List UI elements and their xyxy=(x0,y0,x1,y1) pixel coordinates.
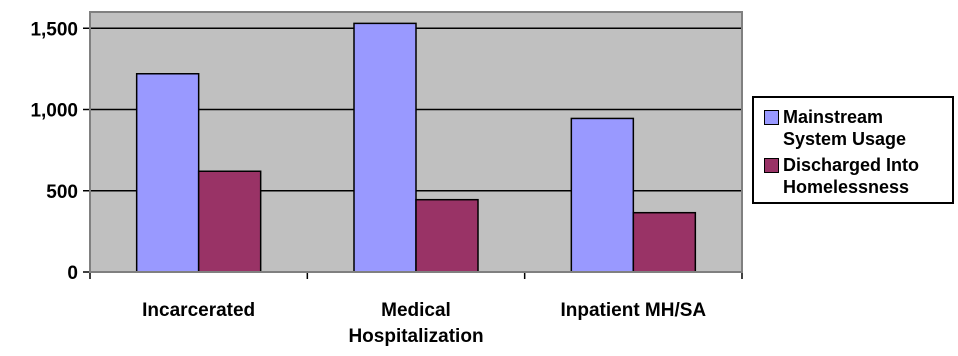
legend-item-discharged: Discharged Into Homelessness xyxy=(764,154,953,198)
y-axis-ticks: 0 500 1,000 1,500 xyxy=(30,19,90,284)
legend: Mainstream System Usage Discharged Into … xyxy=(752,96,954,204)
bar-mainstream-1 xyxy=(353,22,417,273)
legend-swatch-mainstream xyxy=(764,110,779,125)
x-tick-label: Medical Hospitalization xyxy=(348,300,483,347)
bar-discharged-1 xyxy=(415,198,479,273)
legend-label-discharged: Discharged Into Homelessness xyxy=(783,155,920,197)
bar-discharged-2 xyxy=(632,211,697,273)
legend-swatch-discharged xyxy=(764,158,779,173)
legend-item-mainstream: Mainstream System Usage xyxy=(764,106,953,150)
legend-label-mainstream: Mainstream System Usage xyxy=(783,107,907,149)
bar-discharged-0 xyxy=(197,170,262,273)
bar-mainstream-0 xyxy=(135,73,200,273)
y-tick-label: 1,500 xyxy=(30,19,78,40)
bars xyxy=(135,22,697,273)
y-tick-label: 500 xyxy=(46,182,78,203)
y-tick-label: 0 xyxy=(67,263,78,284)
plot-frame xyxy=(89,11,743,273)
x-axis-ticks: Incarcerated Medical Hospitalization Inpati… xyxy=(89,272,743,347)
x-tick-label: Inpatient MH/SA xyxy=(560,300,706,321)
bar-mainstream-2 xyxy=(570,117,635,273)
y-tick-label: 1,000 xyxy=(30,101,78,122)
x-tick-label: Incarcerated xyxy=(142,300,255,321)
